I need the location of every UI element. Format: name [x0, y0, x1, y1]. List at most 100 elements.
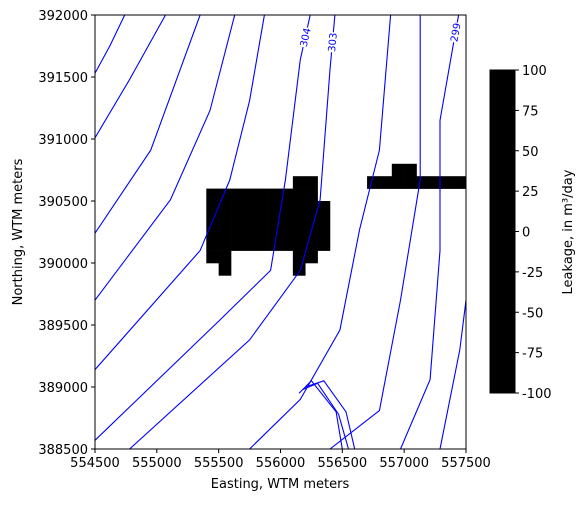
heatmap-cell [292, 201, 306, 214]
contour-line [95, 15, 201, 234]
y-tick-label: 389000 [38, 381, 88, 396]
colorbar-tick-label: -25 [522, 266, 543, 281]
heatmap-cell [243, 188, 257, 202]
colorbar-swatch [490, 110, 515, 116]
heatmap-cell [268, 188, 281, 202]
colorbar-swatch [490, 100, 515, 106]
heatmap-cell [391, 176, 405, 189]
y-tick-label: 391000 [38, 133, 88, 148]
heatmap-cell [305, 176, 318, 189]
heatmap-cell [292, 188, 306, 202]
heatmap-cell [280, 238, 294, 251]
heatmap-cell [317, 225, 331, 239]
colorbar-swatch [490, 85, 515, 91]
heatmap-cell [268, 213, 281, 227]
heatmap-cell [218, 201, 232, 214]
colorbar-swatch [490, 201, 515, 207]
heatmap-cell [206, 188, 219, 202]
heatmap-cell [292, 213, 306, 227]
colorbar-tick-label: 25 [522, 185, 539, 200]
contour-line [129, 15, 336, 449]
heatmap-cell [305, 201, 318, 214]
colorbar-swatch [490, 105, 515, 111]
heatmap-cell [317, 201, 331, 214]
y-tick-label: 390500 [38, 195, 88, 210]
heatmap-cell [243, 225, 257, 239]
colorbar-swatch [490, 165, 515, 172]
x-tick-label: 555000 [132, 456, 182, 471]
colorbar-swatch [490, 181, 515, 187]
colorbar-swatch [490, 120, 515, 127]
contour-line [95, 15, 166, 139]
heatmap-cell [218, 263, 232, 276]
x-tick-label: 557000 [379, 456, 429, 471]
colorbar-swatch [490, 150, 515, 157]
y-tick-label: 392000 [38, 9, 88, 24]
y-tick-label: 389500 [38, 319, 88, 334]
colorbar-swatch [490, 191, 515, 197]
colorbar-swatch [490, 287, 515, 293]
colorbar-swatch [490, 307, 515, 313]
contour-label-bg [448, 21, 463, 44]
colorbar-swatch [490, 256, 515, 263]
colorbar-swatch [490, 160, 515, 167]
colorbar-swatch [490, 95, 515, 101]
colorbar-tick-label: 0 [522, 226, 530, 241]
heatmap-cell [292, 238, 306, 251]
heatmap-cell [231, 238, 244, 251]
heatmap-cell [231, 188, 244, 202]
colorbar-swatch [490, 221, 515, 227]
colorbar-swatch [490, 347, 515, 354]
colorbar-swatch [490, 206, 515, 212]
heatmap-cell [317, 213, 331, 227]
x-tick-label: 556000 [256, 456, 306, 471]
colorbar-tick-label: 75 [522, 104, 539, 119]
colorbar-swatch [490, 226, 515, 232]
colorbar-swatch [490, 246, 515, 253]
colorbar-swatch [490, 362, 515, 369]
contour-line [305, 380, 356, 449]
heatmap-cell [280, 201, 294, 214]
heatmap-cell [243, 213, 257, 227]
contour-line [95, 15, 126, 74]
heatmap-cell [218, 225, 232, 239]
colorbar-swatch [490, 196, 515, 202]
heatmap-cell [206, 250, 219, 264]
colorbar-swatch [490, 312, 515, 318]
colorbar-swatch [490, 357, 515, 364]
heatmap-cell [206, 201, 219, 214]
plot-area: 304 303 299 [95, 15, 466, 449]
heatmap-cell [218, 238, 232, 251]
y-tick-label: 390000 [38, 257, 88, 272]
heatmap-cell [441, 176, 454, 189]
colorbar-swatch [490, 211, 515, 217]
colorbar-swatch [490, 372, 515, 379]
heatmap-cell [404, 163, 417, 177]
colorbar-tick-label: -100 [522, 387, 552, 402]
heatmap-cell [280, 213, 294, 227]
colorbar-swatch [490, 175, 515, 182]
colorbar-swatch [490, 342, 515, 349]
heatmap-cell [255, 238, 269, 251]
heatmap-cell [280, 225, 294, 239]
heatmap-cell [255, 225, 269, 239]
heatmap-cell [367, 176, 380, 189]
heatmap-cell [231, 201, 244, 214]
heatmap-cell [255, 201, 269, 214]
colorbar-swatch [490, 332, 515, 338]
colorbar-swatch [490, 135, 515, 142]
heatmap-cell [231, 225, 244, 239]
heatmap-cell [268, 201, 281, 214]
contour-label-bg [326, 31, 339, 53]
contour-label: 299 [449, 22, 463, 43]
colorbar-swatch [490, 382, 515, 389]
heatmap-cell [305, 188, 318, 202]
heatmap-cell [206, 238, 219, 251]
colorbar-swatch [490, 281, 515, 288]
heatmap-cell [243, 238, 257, 251]
colorbar-label: Leakage, in m³/day [561, 169, 576, 294]
contour-line [302, 382, 350, 449]
heatmap-cell [416, 176, 430, 189]
colorbar-swatch [490, 140, 515, 147]
heatmap-cell [428, 176, 442, 189]
